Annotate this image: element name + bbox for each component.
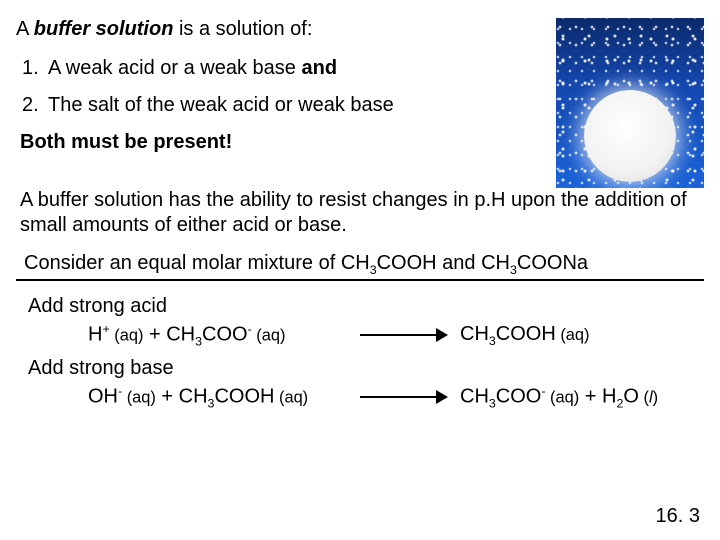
text: CH	[179, 385, 208, 407]
text: OH	[88, 385, 118, 407]
subscript: 3	[489, 334, 496, 348]
reaction-arrow-icon	[360, 327, 448, 343]
phase: (aq)	[110, 327, 144, 345]
text: A weak acid or a weak base	[48, 57, 301, 79]
add-acid-label: Add strong acid	[28, 295, 704, 318]
text: is a solution of:	[173, 18, 312, 40]
both-present-note: Both must be present!	[16, 131, 548, 154]
definition-list: 1. A weak acid or a weak base and 2. The…	[16, 57, 548, 117]
text: Consider an equal molar mixture of CH	[24, 252, 370, 274]
acid-equation: H+ (aq) + CH3COO- (aq) CH3COOH (aq)	[28, 322, 704, 349]
consider-mixture-line: Consider an equal molar mixture of CH3CO…	[16, 252, 704, 281]
list-text: A weak acid or a weak base and	[48, 57, 548, 80]
list-text: The salt of the weak acid or weak base	[48, 94, 548, 117]
buffer-explanation-paragraph: A buffer solution has the ability to res…	[16, 188, 704, 238]
phase: (aq)	[556, 326, 590, 344]
list-item: 1. A weak acid or a weak base and	[22, 57, 548, 80]
page-number: 16. 3	[656, 505, 700, 528]
text: O	[623, 385, 639, 407]
phase-liquid: (l)	[639, 388, 658, 406]
superscript: +	[102, 322, 109, 336]
text: COONa	[517, 252, 588, 274]
buffer-definition-line: A buffer solution is a solution of:	[16, 18, 548, 41]
phase: (aq)	[546, 388, 580, 406]
text: COO	[202, 324, 248, 346]
text: COO	[496, 385, 542, 407]
subscript: 3	[489, 396, 496, 410]
subscript: 3	[195, 335, 202, 349]
phase: (aq)	[274, 388, 308, 406]
list-item: 2. The salt of the weak acid or weak bas…	[22, 94, 548, 117]
reaction-arrow-icon	[360, 389, 448, 405]
effervescent-tablet-image	[556, 18, 704, 188]
lhs: H+ (aq) + CH3COO- (aq)	[88, 322, 348, 349]
text: +	[579, 385, 602, 407]
rhs: CH3COO- (aq) + H2O (l)	[460, 384, 658, 411]
buffer-term: buffer solution	[34, 18, 174, 40]
rhs: CH3COOH (aq)	[460, 323, 590, 348]
text: H	[88, 324, 102, 346]
list-number: 2.	[22, 94, 48, 117]
phase: (aq)	[122, 388, 156, 406]
add-base-label: Add strong base	[28, 357, 704, 380]
subscript: 3	[370, 263, 377, 277]
base-equation: OH- (aq) + CH3COOH (aq) CH3COO- (aq) + H…	[28, 384, 704, 411]
text: CH	[460, 323, 489, 345]
list-number: 1.	[22, 57, 48, 80]
text: A	[16, 18, 34, 40]
phase: (aq)	[252, 327, 286, 345]
subscript: 3	[510, 263, 517, 277]
text: CH	[166, 324, 195, 346]
tablet-shape	[584, 90, 676, 182]
text: H	[602, 385, 616, 407]
text: +	[143, 324, 166, 346]
text: COOH and CH	[377, 252, 510, 274]
text: CH	[460, 385, 489, 407]
text: +	[156, 385, 179, 407]
text: COOH	[496, 323, 556, 345]
lhs: OH- (aq) + CH3COOH (aq)	[88, 384, 348, 411]
equations-block: Add strong acid H+ (aq) + CH3COO- (aq) C…	[16, 295, 704, 410]
text: COOH	[214, 385, 274, 407]
and-bold: and	[301, 57, 337, 79]
